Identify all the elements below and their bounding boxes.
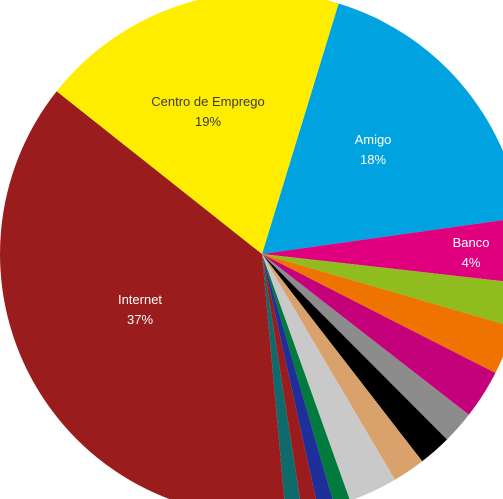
- label-centro-de-emprego-value: 19%: [195, 114, 221, 129]
- slice-minor-5: [262, 254, 469, 440]
- slice-banco: [262, 220, 503, 282]
- slice-minor-7: [262, 254, 423, 480]
- label-amigo-value: 18%: [360, 152, 386, 167]
- label-amigo-name: Amigo: [355, 132, 392, 147]
- slice-minor-4: [262, 254, 496, 415]
- slice-minor-3: [262, 254, 503, 374]
- label-banco-value: 4%: [462, 255, 481, 270]
- label-banco-name: Banco: [453, 235, 490, 250]
- slice-minor-11: [262, 254, 316, 499]
- slice-minor-12: [262, 254, 301, 499]
- slice-internet: [0, 91, 285, 499]
- slice-minor-9: [262, 254, 350, 499]
- slice-amigo: [262, 3, 503, 254]
- pie-labels: Amigo 18% Banco 4% Internet 37% Centro d…: [118, 94, 489, 327]
- slice-minor-6: [262, 254, 448, 462]
- slice-centro-de-emprego: [56, 0, 339, 254]
- slice-minor-2: [262, 254, 503, 324]
- slice-minor-8: [262, 254, 395, 499]
- slice-minor-10: [262, 254, 333, 499]
- label-internet-value: 37%: [127, 312, 153, 327]
- label-internet-name: Internet: [118, 292, 162, 307]
- label-centro-de-emprego-name: Centro de Emprego: [151, 94, 264, 109]
